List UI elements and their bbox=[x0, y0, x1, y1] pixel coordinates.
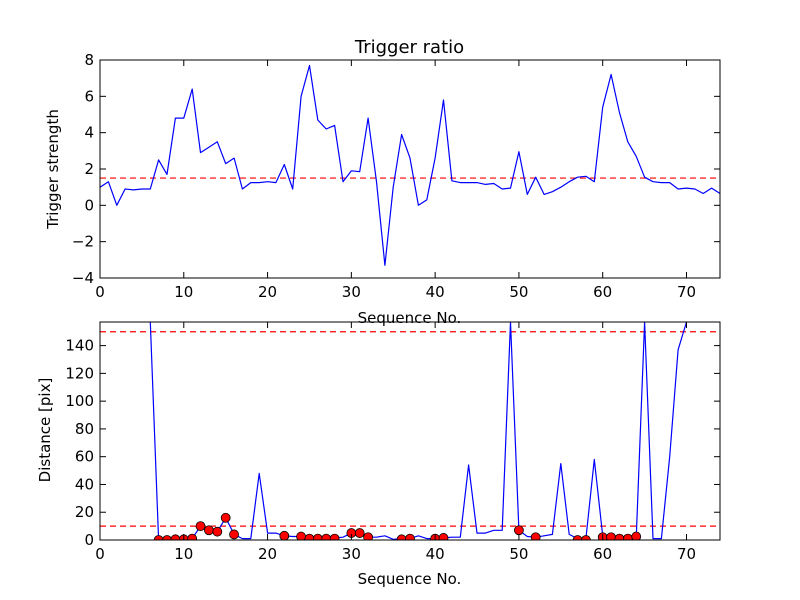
x-tick-label: 40 bbox=[426, 545, 445, 563]
x-tick-label: 50 bbox=[509, 545, 528, 563]
data-point bbox=[405, 533, 415, 540]
series-line bbox=[100, 64, 720, 266]
data-point bbox=[438, 533, 449, 540]
bottom-y-axis-label: Distance [pix] bbox=[36, 378, 54, 483]
x-tick-label: 70 bbox=[677, 283, 696, 301]
data-point bbox=[581, 535, 591, 540]
y-tick-label: 60 bbox=[75, 448, 94, 466]
data-point bbox=[614, 533, 625, 540]
data-point bbox=[162, 535, 172, 540]
data-point bbox=[321, 533, 332, 540]
data-point bbox=[622, 533, 633, 540]
chart-title: Trigger ratio bbox=[354, 37, 464, 58]
data-point bbox=[312, 533, 323, 540]
plot-area bbox=[100, 64, 720, 266]
x-tick-label: 60 bbox=[593, 545, 612, 563]
top-y-axis-label: Trigger strength bbox=[44, 109, 62, 230]
x-tick-label: 20 bbox=[258, 545, 277, 563]
x-tick-label: 10 bbox=[174, 545, 193, 563]
data-point bbox=[204, 525, 214, 536]
data-point bbox=[514, 525, 524, 536]
data-point bbox=[631, 531, 642, 540]
x-tick-label: 70 bbox=[677, 545, 696, 563]
bottom-x-axis-label: Sequence No. bbox=[358, 570, 462, 588]
y-tick-label: 80 bbox=[75, 420, 94, 438]
y-tick-label: 40 bbox=[75, 475, 94, 493]
top-x-axis-label: Sequence No. bbox=[358, 309, 462, 327]
data-point bbox=[187, 533, 198, 540]
data-point bbox=[212, 526, 223, 537]
data-point bbox=[363, 532, 374, 540]
x-tick-label: 50 bbox=[509, 283, 528, 301]
data-point bbox=[530, 532, 541, 540]
distance-subplot: 0 10 20 30 40 50 60 70 0 20 40 60 80 100 120 140 Distanc… bbox=[36, 321, 721, 588]
trigger-ratio-subplot: 0 10 20 30 40 50 60 70 −4 −2 0 2 4 6 8 Trigger ratio Tri… bbox=[44, 37, 721, 327]
y-tick-label: 140 bbox=[65, 337, 94, 355]
axes-frame bbox=[99, 321, 721, 541]
y-tick-label: 20 bbox=[75, 503, 94, 521]
x-tick-label: 10 bbox=[174, 283, 193, 301]
y-tick-label: 2 bbox=[84, 160, 94, 178]
data-point bbox=[329, 533, 340, 540]
data-point bbox=[279, 530, 290, 540]
x-tick-label: 30 bbox=[342, 545, 361, 563]
y-tick-label: −2 bbox=[72, 233, 94, 251]
x-tick-label: 20 bbox=[258, 283, 277, 301]
data-point bbox=[195, 521, 206, 532]
x-tick-label: 0 bbox=[95, 283, 105, 301]
y-tick-label: −4 bbox=[72, 269, 94, 287]
y-tick-label: 0 bbox=[84, 531, 94, 549]
series-line bbox=[149, 322, 688, 540]
data-point bbox=[572, 535, 583, 540]
x-tick-label: 30 bbox=[342, 283, 361, 301]
data-point bbox=[396, 534, 407, 540]
y-tick-label: 120 bbox=[65, 364, 94, 382]
plot-area bbox=[100, 322, 720, 540]
y-tick-label: 0 bbox=[84, 196, 94, 214]
y-tick-label: 100 bbox=[65, 392, 94, 410]
x-tick-label: 40 bbox=[426, 283, 445, 301]
x-tick-label: 60 bbox=[593, 283, 612, 301]
y-tick-label: 6 bbox=[84, 87, 94, 105]
x-tick-label: 0 bbox=[95, 545, 105, 563]
data-point bbox=[304, 533, 315, 540]
data-point bbox=[354, 528, 365, 538]
data-point bbox=[153, 535, 164, 540]
y-tick-label: 8 bbox=[84, 51, 94, 69]
data-point bbox=[220, 512, 231, 523]
data-point bbox=[229, 529, 239, 540]
data-point bbox=[170, 534, 181, 540]
y-tick-label: 4 bbox=[84, 124, 94, 142]
